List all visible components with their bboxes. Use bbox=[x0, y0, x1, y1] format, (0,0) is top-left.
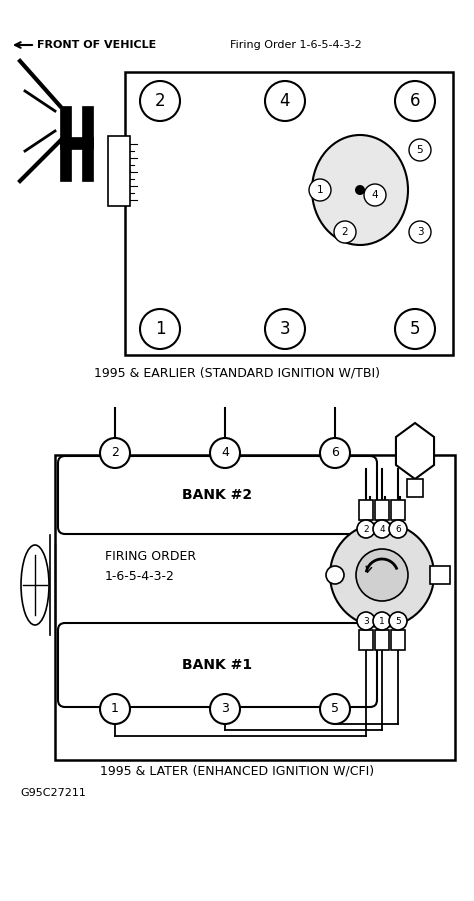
Text: 5: 5 bbox=[410, 320, 420, 338]
Circle shape bbox=[309, 179, 331, 201]
Text: FRONT OF VEHICLE: FRONT OF VEHICLE bbox=[37, 40, 156, 50]
Circle shape bbox=[409, 139, 431, 161]
Text: BANK #2: BANK #2 bbox=[182, 488, 253, 502]
Text: Firing Order 1-6-5-4-3-2: Firing Order 1-6-5-4-3-2 bbox=[230, 40, 362, 50]
Circle shape bbox=[210, 438, 240, 468]
Bar bbox=[375, 500, 389, 520]
Ellipse shape bbox=[312, 135, 408, 245]
Text: 2: 2 bbox=[155, 92, 165, 110]
Bar bbox=[359, 500, 373, 520]
Text: 1995 & EARLIER (STANDARD IGNITION W/TBI): 1995 & EARLIER (STANDARD IGNITION W/TBI) bbox=[94, 367, 380, 379]
Text: BANK #1: BANK #1 bbox=[182, 658, 253, 672]
Bar bbox=[108, 136, 130, 206]
Bar bbox=[125, 72, 453, 355]
Circle shape bbox=[395, 81, 435, 121]
Bar bbox=[359, 630, 373, 650]
Circle shape bbox=[326, 566, 344, 584]
Text: 2: 2 bbox=[363, 524, 369, 533]
Text: 6: 6 bbox=[395, 524, 401, 533]
Text: 1: 1 bbox=[111, 703, 119, 715]
Circle shape bbox=[100, 438, 130, 468]
Text: 4: 4 bbox=[372, 190, 378, 200]
Bar bbox=[82, 106, 93, 181]
Circle shape bbox=[395, 309, 435, 349]
Text: 1: 1 bbox=[155, 320, 165, 338]
Text: 4: 4 bbox=[280, 92, 290, 110]
Circle shape bbox=[364, 184, 386, 206]
Text: 3: 3 bbox=[280, 320, 290, 338]
Polygon shape bbox=[396, 423, 434, 479]
Circle shape bbox=[140, 309, 180, 349]
Circle shape bbox=[357, 520, 375, 538]
Text: 6: 6 bbox=[410, 92, 420, 110]
Text: 6: 6 bbox=[331, 447, 339, 460]
Bar bbox=[391, 500, 405, 520]
Text: 3: 3 bbox=[221, 703, 229, 715]
Circle shape bbox=[320, 694, 350, 724]
Text: 5: 5 bbox=[395, 616, 401, 625]
Text: 2: 2 bbox=[111, 447, 119, 460]
Circle shape bbox=[373, 612, 391, 630]
Circle shape bbox=[389, 612, 407, 630]
Text: 4: 4 bbox=[379, 524, 385, 533]
Bar bbox=[55, 455, 455, 760]
Circle shape bbox=[265, 309, 305, 349]
Text: 1: 1 bbox=[317, 185, 323, 195]
Circle shape bbox=[356, 549, 408, 601]
Bar bbox=[430, 566, 450, 584]
Circle shape bbox=[100, 694, 130, 724]
Text: 4: 4 bbox=[221, 447, 229, 460]
Bar bbox=[60, 137, 93, 149]
Circle shape bbox=[357, 612, 375, 630]
Text: 1995 & LATER (ENHANCED IGNITION W/CFI): 1995 & LATER (ENHANCED IGNITION W/CFI) bbox=[100, 765, 374, 778]
Text: 1: 1 bbox=[379, 616, 385, 625]
Bar bbox=[391, 630, 405, 650]
Bar bbox=[375, 630, 389, 650]
Bar bbox=[407, 479, 423, 497]
Circle shape bbox=[355, 185, 365, 195]
Circle shape bbox=[320, 438, 350, 468]
Text: 2: 2 bbox=[342, 227, 348, 237]
Circle shape bbox=[140, 81, 180, 121]
Text: 5: 5 bbox=[331, 703, 339, 715]
Bar bbox=[60, 106, 71, 181]
Text: 3: 3 bbox=[363, 616, 369, 625]
Circle shape bbox=[210, 694, 240, 724]
Text: FIRING ORDER: FIRING ORDER bbox=[105, 550, 196, 562]
Circle shape bbox=[409, 221, 431, 243]
Circle shape bbox=[334, 221, 356, 243]
Circle shape bbox=[389, 520, 407, 538]
Text: G95C27211: G95C27211 bbox=[20, 788, 86, 798]
Text: 1-6-5-4-3-2: 1-6-5-4-3-2 bbox=[105, 569, 175, 583]
Circle shape bbox=[373, 520, 391, 538]
Text: 3: 3 bbox=[417, 227, 423, 237]
Circle shape bbox=[265, 81, 305, 121]
Circle shape bbox=[330, 523, 434, 627]
Text: 5: 5 bbox=[417, 145, 423, 155]
